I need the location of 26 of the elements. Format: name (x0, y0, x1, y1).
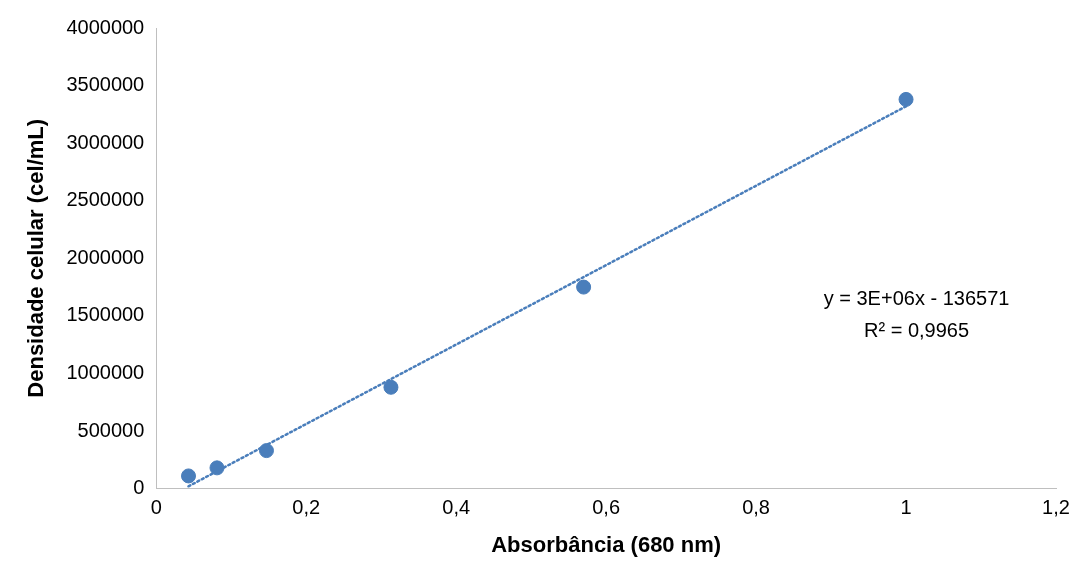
point (181, 468, 196, 484)
y-tick-label: 1500000 (66, 303, 145, 326)
y-tick-label: 3000000 (66, 130, 145, 153)
y-axis-title: Densidade celular (cel/mL) (23, 118, 49, 398)
point (576, 279, 592, 295)
y-tick-label: 3500000 (66, 73, 145, 96)
y-tick-label: 2500000 (66, 188, 145, 211)
y-tick-label: 2000000 (66, 245, 145, 268)
point (898, 91, 914, 107)
x-axis-title: Absorbância (680 nm) (491, 531, 722, 557)
y-tick-label: 4000000 (66, 15, 145, 38)
point (383, 379, 399, 395)
x-tick-label: 1 (900, 496, 912, 519)
x-tick-label: 0,6 (592, 496, 621, 519)
x-tick-label: 0 (150, 496, 162, 519)
x-tick-label: 0,2 (292, 496, 321, 519)
point (258, 443, 274, 459)
y-tick-label: 1000000 (66, 360, 145, 383)
annotation: y = 3E+06x - 136571 (823, 287, 1010, 310)
y-tick-label: 500000 (77, 418, 145, 441)
x-tick-label: 1,2 (1042, 496, 1070, 519)
x-tick-label: 0,8 (742, 496, 770, 519)
annotation: R² = 0,9965 (864, 319, 970, 342)
y-tick-label: 0 (133, 476, 145, 499)
x-tick-label: 0,4 (442, 496, 471, 519)
point (209, 460, 225, 476)
